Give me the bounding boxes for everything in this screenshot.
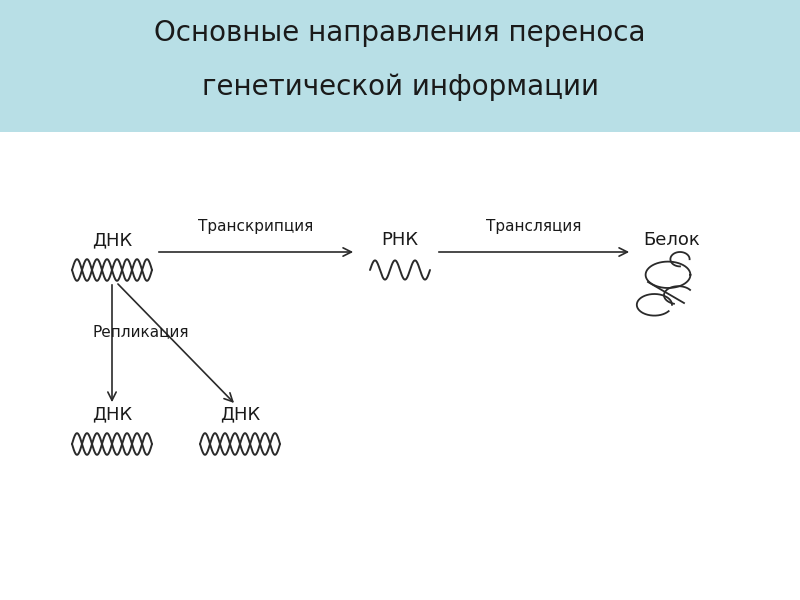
Text: Белок: Белок (644, 231, 700, 249)
Text: генетической информации: генетической информации (202, 73, 598, 101)
Text: РНК: РНК (382, 231, 418, 249)
Text: Трансляция: Трансляция (486, 219, 582, 234)
Text: Репликация: Репликация (92, 324, 189, 339)
Text: Основные направления переноса: Основные направления переноса (154, 19, 646, 47)
Text: ДНК: ДНК (92, 231, 132, 249)
Text: Транскрипция: Транскрипция (198, 219, 314, 234)
Text: ДНК: ДНК (92, 405, 132, 423)
FancyBboxPatch shape (0, 0, 800, 132)
Text: ДНК: ДНК (220, 405, 260, 423)
